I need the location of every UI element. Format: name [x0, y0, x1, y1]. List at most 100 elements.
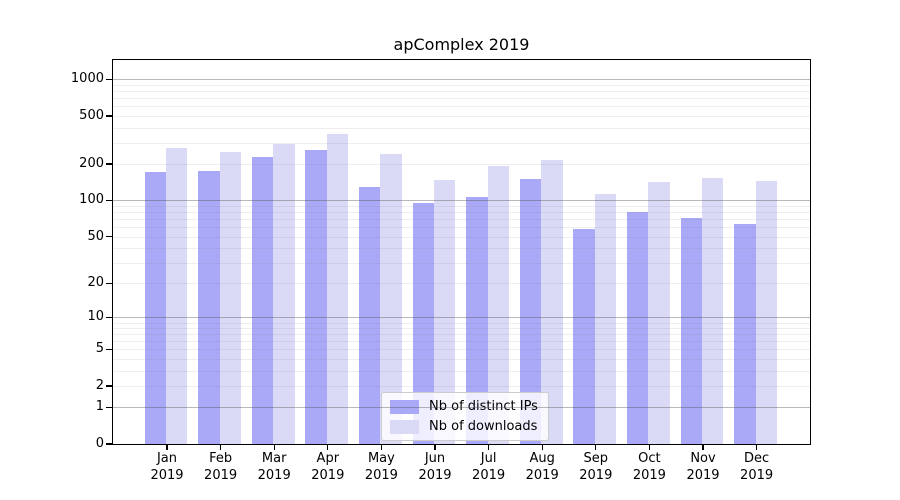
x-tick-label-nov-2019: Nov 2019 [671, 451, 735, 484]
y-tick-500 [106, 115, 113, 117]
x-tick-jun-2019 [434, 445, 436, 450]
x-tick-label-feb-2019: Feb 2019 [189, 451, 253, 484]
x-tick-year-feb-2019: 2019 [204, 467, 238, 483]
bar-nb-of-downloads-dec-2019 [755, 181, 777, 444]
legend-item-distinct-ips: Nb of distinct IPs [390, 399, 538, 414]
bar-nb-of-downloads-oct-2019 [648, 182, 670, 444]
bar-nb-of-downloads-feb-2019 [219, 152, 241, 444]
legend-swatch-distinct-ips-icon [390, 399, 419, 414]
y-tick-label-10: 10 [87, 309, 104, 325]
y-tick-2 [106, 385, 113, 387]
bar-nb-of-distinct-ips-jun-2019 [412, 203, 434, 444]
x-tick-year-sep-2019: 2019 [579, 467, 613, 483]
legend-item-downloads: Nb of downloads [390, 419, 538, 434]
bar-nb-of-downloads-jul-2019 [487, 166, 509, 444]
legend-label-distinct-ips: Nb of distinct IPs [429, 399, 538, 414]
bar-nb-of-distinct-ips-aug-2019 [519, 179, 542, 444]
x-tick-month-feb: Feb [209, 451, 233, 466]
bar-nb-of-distinct-ips-oct-2019 [627, 212, 649, 444]
x-tick-label-jul-2019: Jul 2019 [457, 451, 521, 484]
x-tick-year-nov-2019: 2019 [686, 467, 720, 483]
x-tick-month-may: May [367, 451, 395, 466]
bar-nb-of-downloads-aug-2019 [541, 159, 563, 444]
x-tick-year-aug-2019: 2019 [525, 467, 559, 483]
x-tick-sep-2019 [595, 445, 597, 450]
x-tick-label-may-2019: May 2019 [349, 451, 413, 484]
x-tick-month-oct: Oct [638, 451, 661, 466]
y-tick-label-20: 20 [87, 275, 104, 291]
y-tick-1000 [106, 78, 113, 81]
x-tick-month-mar: Mar [261, 451, 287, 466]
x-tick-month-jun: Jun [424, 451, 446, 466]
x-tick-month-nov: Nov [690, 451, 716, 466]
bar-nb-of-distinct-ips-mar-2019 [251, 156, 274, 444]
bar-nb-of-distinct-ips-apr-2019 [305, 150, 327, 444]
x-tick-jan-2019 [166, 445, 168, 450]
y-tick-label-50: 50 [87, 228, 104, 244]
x-tick-month-dec: Dec [744, 451, 770, 466]
bar-nb-of-downloads-jun-2019 [434, 179, 456, 444]
y-tick-0 [106, 443, 113, 445]
x-tick-month-aug: Aug [529, 451, 555, 466]
y-tick-100 [106, 199, 113, 202]
y-tick-1 [106, 406, 113, 409]
y-tick-label-1000: 1000 [70, 71, 104, 87]
x-tick-may-2019 [380, 445, 383, 450]
bar-nb-of-downloads-mar-2019 [273, 143, 295, 444]
y-tick-10 [106, 316, 113, 319]
x-tick-year-oct-2019: 2019 [632, 467, 666, 483]
x-tick-aug-2019 [541, 445, 543, 450]
chart-title: apComplex 2019 [393, 35, 530, 54]
x-tick-month-sep: Sep [583, 451, 609, 466]
y-tick-label-200: 200 [79, 156, 104, 172]
x-tick-year-jun-2019: 2019 [418, 467, 452, 483]
x-tick-year-mar-2019: 2019 [257, 467, 291, 483]
y-tick-label-500: 500 [79, 107, 104, 123]
x-tick-label-dec-2019: Dec 2019 [725, 451, 789, 484]
x-tick-apr-2019 [327, 445, 329, 450]
x-tick-oct-2019 [648, 445, 651, 450]
x-tick-month-jul: Jul [480, 451, 497, 466]
x-tick-year-dec-2019: 2019 [740, 467, 774, 483]
y-tick-label-0: 0 [95, 436, 104, 451]
x-tick-jul-2019 [487, 445, 490, 450]
bar-nb-of-distinct-ips-jan-2019 [144, 172, 166, 444]
x-tick-year-may-2019: 2019 [364, 467, 398, 483]
plot-area [113, 60, 810, 444]
bar-nb-of-downloads-nov-2019 [702, 177, 724, 444]
bar-nb-of-distinct-ips-nov-2019 [680, 217, 702, 444]
bar-nb-of-downloads-apr-2019 [326, 134, 349, 444]
legend-label-downloads: Nb of downloads [429, 419, 538, 434]
y-tick-label-2: 2 [95, 378, 104, 394]
bar-nb-of-distinct-ips-jul-2019 [466, 197, 488, 444]
y-tick-50 [106, 235, 113, 238]
y-tick-5 [106, 348, 113, 351]
x-tick-label-aug-2019: Aug 2019 [510, 451, 574, 484]
bar-nb-of-distinct-ips-dec-2019 [734, 223, 756, 444]
x-tick-mar-2019 [273, 445, 275, 450]
x-tick-label-oct-2019: Oct 2019 [617, 451, 681, 484]
bar-nb-of-downloads-jan-2019 [166, 148, 188, 444]
x-tick-nov-2019 [702, 445, 704, 450]
x-tick-label-jan-2019: Jan 2019 [135, 451, 199, 484]
bar-nb-of-distinct-ips-sep-2019 [573, 228, 595, 444]
legend: Nb of distinct IPs Nb of downloads [381, 392, 549, 441]
legend-swatch-downloads-icon [390, 419, 419, 434]
y-tick-200 [106, 163, 113, 165]
x-tick-month-jan: Jan [156, 451, 178, 466]
x-tick-feb-2019 [219, 445, 222, 450]
x-tick-label-apr-2019: Apr 2019 [296, 451, 360, 484]
x-tick-dec-2019 [755, 445, 758, 450]
x-tick-year-jul-2019: 2019 [472, 467, 506, 483]
y-tick-label-100: 100 [79, 192, 104, 208]
x-tick-label-sep-2019: Sep 2019 [564, 451, 628, 484]
y-tick-20 [106, 282, 113, 285]
x-tick-label-mar-2019: Mar 2019 [242, 451, 306, 484]
bar-nb-of-distinct-ips-may-2019 [359, 186, 381, 444]
x-tick-label-jun-2019: Jun 2019 [403, 451, 467, 484]
bar-nb-of-downloads-sep-2019 [594, 193, 617, 444]
bar-nb-of-downloads-may-2019 [380, 154, 402, 444]
x-tick-year-jan-2019: 2019 [150, 467, 184, 483]
bar-nb-of-distinct-ips-feb-2019 [198, 170, 220, 444]
